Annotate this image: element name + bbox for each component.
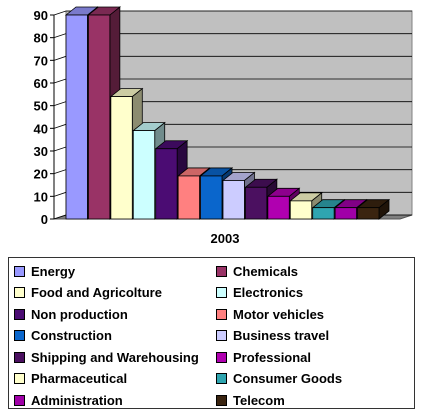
x-axis: 2003 [211, 231, 240, 246]
bar-front [65, 14, 88, 220]
legend-item: Construction [14, 327, 112, 345]
legend-label: Electronics [233, 285, 304, 300]
legend-swatch [14, 330, 25, 341]
legend-item: Chemicals [216, 262, 298, 280]
legend-label: Professional [233, 349, 312, 365]
legend-swatch [14, 265, 25, 277]
legend-label: Motor vehicles [233, 306, 325, 322]
bar-front [289, 200, 313, 220]
legend-label: Energy [31, 263, 76, 279]
legend-item: Food and Agricolture [14, 284, 162, 302]
legend-label: Non production [31, 306, 128, 322]
legend-label: Chemicals [233, 263, 299, 279]
bar-front [222, 180, 245, 220]
legend-swatch [216, 373, 227, 384]
y-tick-label: 70 [34, 53, 48, 68]
bar-front [110, 96, 133, 220]
legend-item: Non production [14, 305, 128, 323]
legend-label: Business travel [233, 328, 330, 343]
y-axis: 0 10 20 30 40 50 60 70 80 90 [34, 8, 55, 227]
x-category-label: 2003 [211, 231, 240, 246]
legend-swatch [14, 351, 25, 363]
bar-front [155, 148, 178, 220]
legend-swatch [216, 394, 227, 406]
legend-item: Electronics [216, 284, 303, 302]
bar-front [88, 14, 111, 220]
y-tick-label: 80 [34, 31, 48, 46]
y-tick-label: 20 [34, 167, 48, 182]
bars [64, 6, 391, 220]
y-tick-label: 90 [34, 8, 48, 23]
bar-front [200, 175, 223, 220]
legend-swatch [216, 351, 227, 363]
bar-front [245, 186, 268, 220]
legend-item: Administration [14, 391, 123, 409]
y-tick-label: 30 [34, 144, 48, 159]
legend-swatch [14, 287, 25, 298]
legend-swatch [216, 308, 227, 320]
bar-chart: 0 10 20 30 40 50 60 70 80 90 2003 [34, 6, 413, 246]
y-tick-label: 0 [41, 212, 48, 227]
gridline [53, 10, 412, 16]
bar-front [177, 175, 200, 220]
legend-swatch [216, 330, 227, 341]
legend-swatch [14, 308, 25, 320]
bar-front [132, 130, 156, 220]
legend-label: Shipping and Warehousing [31, 349, 199, 365]
legend-item: Energy [14, 262, 75, 280]
legend-item: Shipping and Warehousing [14, 348, 199, 366]
legend: Energy Chemicals Food and Agricolture Elect… [8, 257, 415, 409]
y-tick-label: 60 [34, 76, 48, 91]
legend-label: Construction [31, 328, 112, 343]
legend-item: Consumer Goods [216, 370, 342, 388]
legend-swatch [14, 373, 25, 384]
bar-front [334, 207, 357, 220]
legend-label: Telecom [233, 392, 285, 408]
bar-front [267, 195, 290, 220]
bar-front [312, 207, 335, 220]
legend-label: Consumer Goods [233, 371, 343, 386]
legend-swatch [14, 394, 25, 406]
legend-item: Pharmaceutical [14, 370, 127, 388]
bar-front [357, 207, 380, 220]
legend-label: Food and Agricolture [31, 285, 162, 300]
y-tick-label: 10 [34, 189, 48, 204]
y-tick-label: 40 [34, 121, 48, 136]
legend-item: Professional [216, 348, 311, 366]
legend-swatch [216, 287, 227, 298]
legend-label: Administration [31, 392, 123, 408]
legend-swatch [216, 265, 227, 277]
legend-item: Telecom [216, 391, 285, 409]
y-tick-label: 50 [34, 99, 48, 114]
legend-item: Motor vehicles [216, 305, 324, 323]
bar [356, 198, 391, 220]
legend-item: Business travel [216, 327, 329, 345]
legend-label: Pharmaceutical [31, 371, 128, 386]
